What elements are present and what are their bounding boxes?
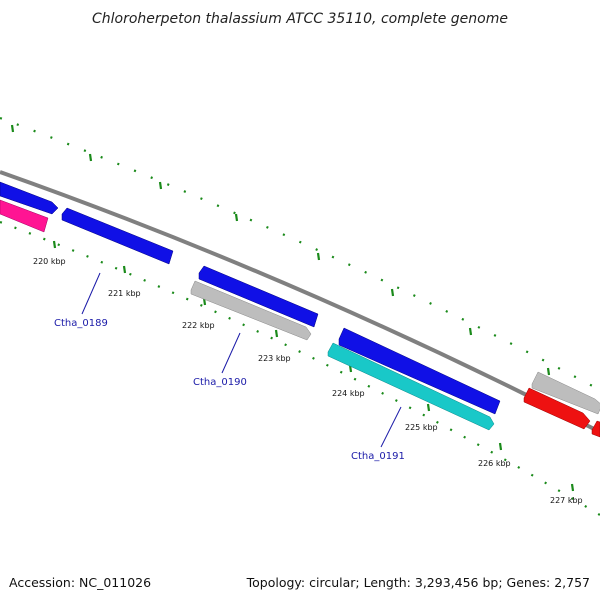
gene-g3[interactable] — [198, 265, 319, 328]
outer-tick-ring — [0, 116, 600, 391]
gene-g9[interactable] — [591, 420, 600, 438]
kbp-label: 221 kbp — [108, 289, 141, 298]
kbp-label: 220 kbp — [33, 257, 66, 266]
map-title: Chloroherpeton thalassium ATCC 35110, co… — [92, 11, 508, 27]
major-ticks-outer — [10, 124, 551, 376]
inner-tick-ring — [0, 220, 600, 516]
gene-g6[interactable] — [327, 342, 495, 431]
gene-g8[interactable] — [523, 387, 591, 430]
kbp-label: 224 kbp — [332, 389, 365, 398]
gene-g0[interactable] — [0, 181, 59, 215]
kbp-labels: 220 kbp 221 kbp 222 kbp 223 kbp 224 kbp … — [33, 257, 583, 505]
major-tick — [88, 153, 93, 162]
kbp-label: 227 kbp — [550, 496, 583, 505]
kbp-label: 226 kbp — [478, 459, 511, 468]
gene-g2[interactable] — [61, 207, 174, 265]
genome-backbone — [0, 170, 600, 434]
major-tick — [316, 252, 321, 261]
gene-label-leaders — [81, 272, 402, 448]
major-tick — [426, 403, 431, 412]
major-tick — [498, 442, 503, 451]
major-tick — [10, 124, 15, 133]
major-ticks-inner — [52, 240, 575, 492]
kbp-label: 225 kbp — [405, 423, 438, 432]
major-tick — [570, 483, 575, 492]
major-tick — [122, 265, 127, 274]
major-tick — [468, 327, 473, 336]
major-tick — [158, 181, 163, 190]
gene-g1[interactable] — [0, 199, 49, 233]
topology-text: Topology: circular; Length: 3,293,456 bp… — [246, 575, 590, 590]
major-tick — [390, 288, 395, 297]
leader-line-ctha-0190 — [221, 332, 241, 374]
major-tick — [52, 240, 57, 249]
kbp-label: 222 kbp — [182, 321, 215, 330]
major-tick — [274, 329, 279, 338]
gene-label-ctha-0189[interactable]: Ctha_0189 — [54, 318, 108, 329]
leader-line-ctha-0191 — [380, 406, 402, 448]
gene-g7[interactable] — [531, 371, 600, 415]
gene-g5[interactable] — [338, 327, 501, 415]
major-tick — [546, 367, 551, 376]
major-tick — [234, 213, 239, 222]
gene-label-ctha-0191[interactable]: Ctha_0191 — [351, 451, 405, 462]
leader-line-ctha-0189 — [81, 272, 101, 315]
gene-label-ctha-0190[interactable]: Ctha_0190 — [193, 377, 247, 388]
kbp-label: 223 kbp — [258, 354, 291, 363]
gene-g4[interactable] — [190, 280, 312, 341]
accession-text: Accession: NC_011026 — [9, 575, 152, 590]
